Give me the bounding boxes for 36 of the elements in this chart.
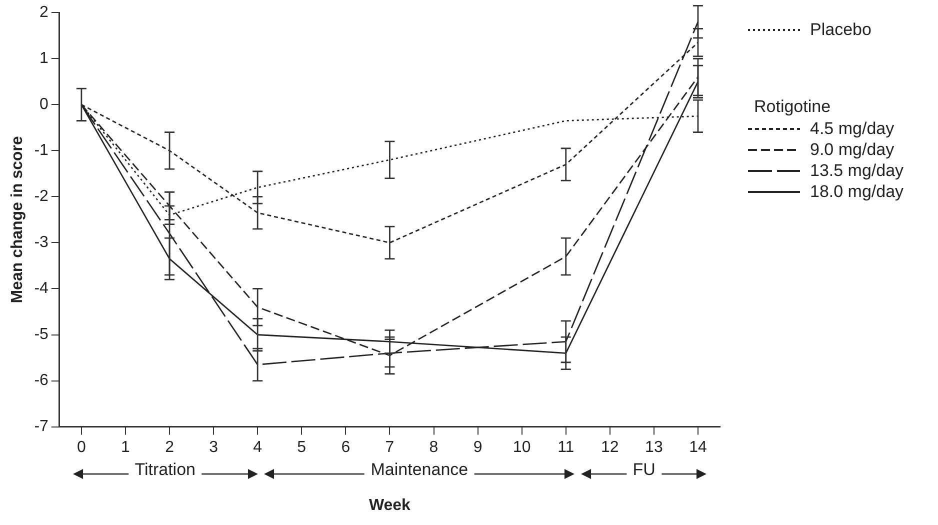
x-tick-label: 3 [209,438,218,456]
y-tick-label: -2 [34,188,49,206]
x-tick-label: 7 [385,438,394,456]
text: Rotigotine [754,96,832,118]
x-axis-title: Week [368,497,410,515]
y-tick-label: -3 [34,234,49,252]
y-tick-label: -4 [34,280,49,298]
x-tick-label: 11 [558,438,574,456]
text: Titration [128,460,202,480]
text: Maintenance [364,460,474,480]
x-tick-label: 4 [253,438,262,456]
y-tick-label: 1 [40,50,49,68]
legend-label: Placebo [810,20,872,40]
y-tick-label: -5 [34,326,49,344]
x-tick-label: 9 [473,438,482,456]
legend-label: 18.0 mg/day [810,182,904,202]
y-axis-title: Mean change in score [9,136,26,304]
legend-label: 9.0 mg/day [810,140,894,160]
y-tick-label: 2 [40,4,49,22]
y-tick-label: -7 [34,418,49,436]
x-tick-label: 13 [645,438,663,456]
legend-label: 4.5 mg/day [810,118,894,138]
text: FU [626,460,662,480]
x-tick-label: 5 [297,438,306,456]
legend-label: 13.5 mg/day [810,160,904,180]
x-tick-label: 0 [76,438,86,456]
x-tick-label: 6 [341,438,350,456]
x-tick-label: 2 [165,438,174,456]
x-tick-label: 10 [512,438,531,456]
y-tick-label: -6 [34,372,49,390]
x-tick-label: 12 [601,438,619,456]
y-tick-label: -1 [34,142,49,160]
x-tick-label: 14 [689,438,707,456]
x-tick-label: 1 [121,438,130,456]
x-tick-label: 8 [429,438,438,456]
y-tick-label: 0 [40,96,49,114]
